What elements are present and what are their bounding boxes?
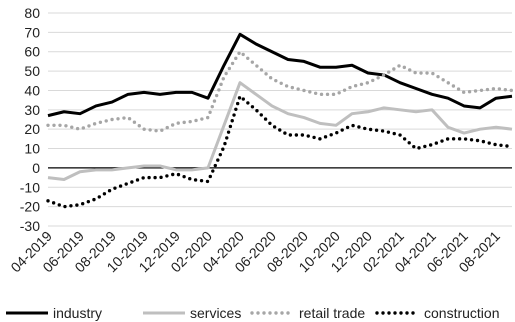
x-tick-labels: 04-201906-201908-201910-201912-201902-20… (7, 228, 503, 276)
y-tick-label: 70 (24, 24, 40, 40)
series-line-retail-trade (46, 50, 514, 133)
legend-label-retail-trade: retail trade (299, 305, 365, 321)
series-line-services (47, 81, 513, 182)
legend-label-industry: industry (53, 305, 102, 321)
y-tick-label: 60 (24, 44, 40, 60)
legend-label-services: services (190, 305, 241, 321)
legend: industry services retail trade construction (6, 305, 499, 321)
y-tick-label: 10 (24, 141, 40, 157)
y-tick-label: -20 (20, 199, 40, 215)
y-tick-label: 30 (24, 102, 40, 118)
y-tick-label: 40 (24, 82, 40, 98)
series-line-construction (46, 94, 514, 209)
y-tick-labels: -30 -20 -10 0 10 20 30 40 50 60 70 80 (20, 5, 40, 234)
series-lines (46, 32, 514, 209)
y-tick-label: -10 (20, 179, 40, 195)
series-line-industry (47, 32, 513, 118)
legend-label-construction: construction (424, 305, 499, 321)
y-tick-label: -30 (20, 218, 40, 234)
y-tick-label: 80 (24, 5, 40, 21)
y-tick-label: 50 (24, 63, 40, 79)
y-tick-label: 0 (32, 160, 40, 176)
y-tick-label: 20 (24, 121, 40, 137)
